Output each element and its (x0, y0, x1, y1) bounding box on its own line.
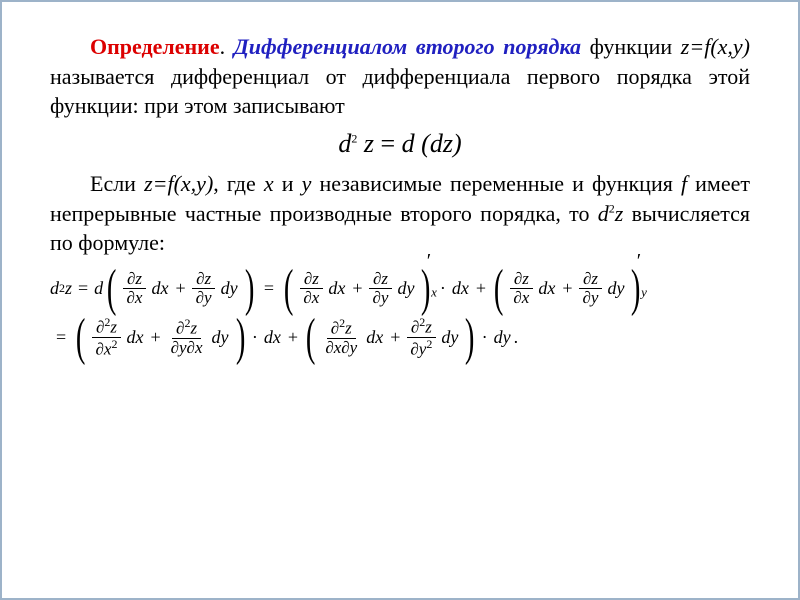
title-phrase: Дифференциалом второго порядка (234, 34, 581, 59)
formula-expansion: d2z = d ( ∂z∂x dx + ∂z∂y dy ) = ( ∂z∂x d… (50, 268, 750, 359)
formula-d2z-definition: d2 z = d (dz) (50, 129, 750, 159)
formula-line-2: = ( ∂2z∂x2 dx + ∂2z∂y∂x dy ) · dx + ( ∂2… (50, 316, 750, 360)
formula-line-1: d2z = d ( ∂z∂x dx + ∂z∂y dy ) = ( ∂z∂x d… (50, 268, 750, 310)
definition-label: Определение (90, 34, 220, 59)
paragraph-explanation: Если z=f(x,y), где x и y независимые пер… (50, 169, 750, 258)
paragraph-definition: Определение. Дифференциалом второго поря… (50, 32, 750, 121)
